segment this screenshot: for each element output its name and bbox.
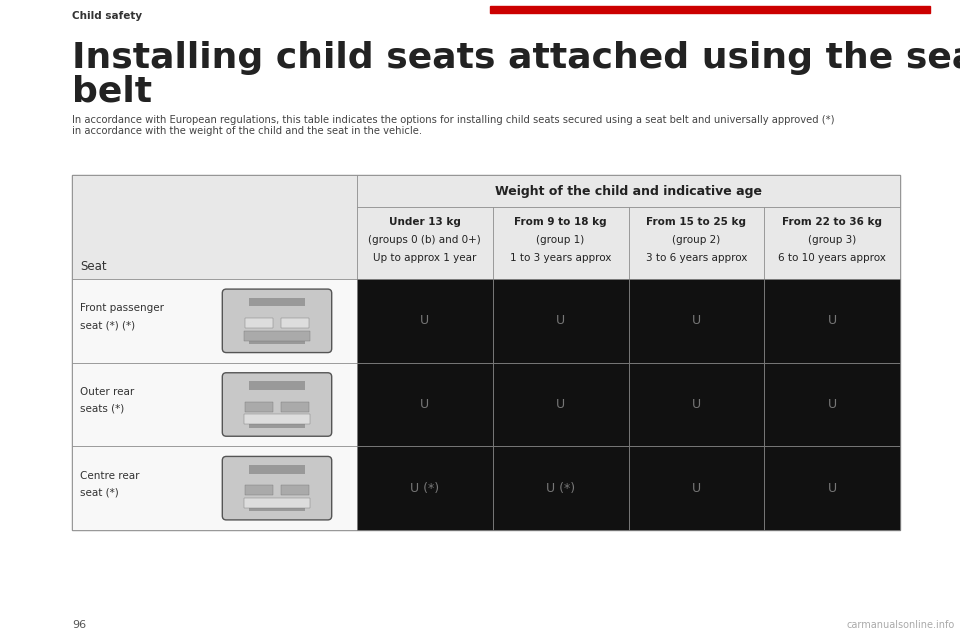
Bar — [357, 175, 900, 207]
Bar — [492, 363, 629, 446]
Text: U: U — [556, 398, 565, 411]
Text: U: U — [828, 314, 837, 327]
Bar — [492, 207, 629, 279]
Bar — [72, 446, 357, 530]
Bar — [249, 419, 305, 428]
Bar — [249, 465, 305, 474]
FancyBboxPatch shape — [223, 289, 332, 353]
Bar — [72, 279, 357, 363]
Bar — [629, 363, 764, 446]
Text: carmanualsonline.info: carmanualsonline.info — [847, 620, 955, 630]
Text: U (*): U (*) — [410, 482, 440, 495]
Text: U: U — [420, 398, 429, 411]
FancyBboxPatch shape — [223, 372, 332, 436]
Text: U: U — [692, 482, 701, 495]
Text: (group 2): (group 2) — [672, 235, 721, 245]
Text: seat (*): seat (*) — [80, 487, 119, 497]
Bar — [249, 502, 305, 511]
Bar — [245, 318, 273, 328]
Text: U: U — [828, 482, 837, 495]
Bar — [492, 279, 629, 363]
Bar — [72, 363, 357, 446]
Text: 3 to 6 years approx: 3 to 6 years approx — [646, 253, 747, 263]
Bar — [281, 318, 309, 328]
Bar — [492, 446, 629, 530]
Bar — [629, 207, 764, 279]
Text: (group 3): (group 3) — [808, 235, 856, 245]
Bar — [629, 279, 764, 363]
Text: U: U — [556, 314, 565, 327]
Bar — [281, 485, 309, 495]
Text: From 22 to 36 kg: From 22 to 36 kg — [782, 217, 882, 227]
Bar — [764, 446, 900, 530]
Bar — [764, 363, 900, 446]
Text: Front passenger: Front passenger — [80, 303, 164, 314]
Bar — [72, 175, 900, 530]
Bar — [281, 402, 309, 412]
Text: Up to approx 1 year: Up to approx 1 year — [373, 253, 476, 263]
Bar — [629, 446, 764, 530]
Text: 96: 96 — [72, 620, 86, 630]
Text: U: U — [828, 398, 837, 411]
Bar — [357, 207, 492, 279]
Text: seats (*): seats (*) — [80, 404, 124, 413]
Bar — [249, 298, 305, 307]
Text: Child safety: Child safety — [72, 11, 142, 21]
Bar — [244, 498, 310, 508]
Text: From 15 to 25 kg: From 15 to 25 kg — [646, 217, 746, 227]
Text: U: U — [692, 314, 701, 327]
Bar — [244, 415, 310, 424]
Bar — [357, 446, 492, 530]
Text: In accordance with European regulations, this table indicates the options for in: In accordance with European regulations,… — [72, 115, 834, 125]
Text: From 9 to 18 kg: From 9 to 18 kg — [515, 217, 607, 227]
Bar — [249, 335, 305, 344]
Bar — [764, 279, 900, 363]
Text: seat (*) (*): seat (*) (*) — [80, 320, 135, 330]
Text: 6 to 10 years approx: 6 to 10 years approx — [779, 253, 886, 263]
Text: (group 1): (group 1) — [537, 235, 585, 245]
Bar — [249, 381, 305, 390]
Bar — [764, 207, 900, 279]
Text: (groups 0 (b) and 0+): (groups 0 (b) and 0+) — [369, 235, 481, 245]
Text: Installing child seats attached using the seat: Installing child seats attached using th… — [72, 41, 960, 75]
Bar — [244, 331, 310, 341]
Text: Centre rear: Centre rear — [80, 470, 139, 481]
Text: Outer rear: Outer rear — [80, 387, 134, 397]
Text: U: U — [692, 398, 701, 411]
Text: Seat: Seat — [80, 260, 107, 273]
Text: 1 to 3 years approx: 1 to 3 years approx — [510, 253, 612, 263]
FancyBboxPatch shape — [223, 456, 332, 520]
Text: U: U — [420, 314, 429, 327]
Text: belt: belt — [72, 75, 152, 109]
Text: U (*): U (*) — [546, 482, 575, 495]
Bar — [357, 279, 492, 363]
Text: Under 13 kg: Under 13 kg — [389, 217, 461, 227]
Text: in accordance with the weight of the child and the seat in the vehicle.: in accordance with the weight of the chi… — [72, 126, 422, 136]
Text: Weight of the child and indicative age: Weight of the child and indicative age — [495, 184, 762, 198]
Bar — [357, 363, 492, 446]
Bar — [245, 485, 273, 495]
Bar — [245, 402, 273, 412]
Bar — [490, 6, 930, 13]
Bar — [72, 175, 357, 279]
